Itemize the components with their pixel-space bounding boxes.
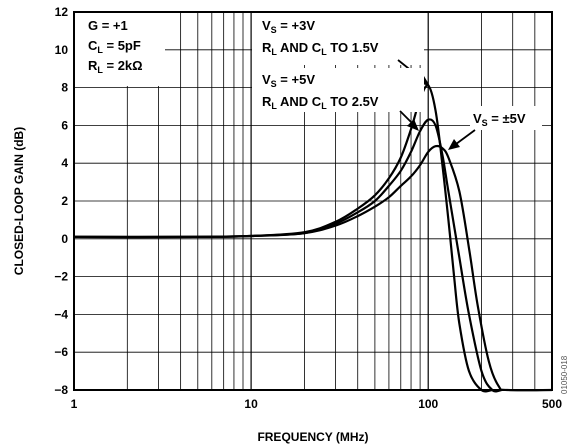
series-line-2	[73, 118, 502, 393]
x-axis-title: FREQUENCY (MHz)	[257, 430, 368, 444]
annotation-dual-supply: VS = ±5V	[473, 111, 526, 128]
y-tick-label: −4	[54, 307, 68, 321]
annotation-5v-arrowhead	[407, 119, 419, 131]
x-tick-label: 500	[542, 397, 562, 411]
condition-load-cap: CL = 5pF	[88, 38, 141, 55]
annotation-5v-bg	[252, 68, 424, 112]
figure-code: 01050-018	[560, 355, 569, 394]
x-tick-label: 1	[71, 397, 78, 411]
series-layer	[73, 84, 553, 393]
series-line-3	[73, 144, 553, 392]
condition-load-res: RL = 2kΩ	[88, 58, 143, 75]
conditions-box	[75, 13, 165, 86]
y-tick-label: 4	[61, 156, 68, 170]
plot-frame	[73, 11, 553, 391]
annotation-5v-supply: VS = +5V	[262, 72, 315, 89]
annotation-3v-load: RL AND CL TO 1.5V	[262, 40, 379, 57]
y-tick-label: −8	[54, 383, 68, 397]
y-axis-title: CLOSED-LOOP GAIN (dB)	[12, 127, 26, 275]
series-line-1	[73, 84, 493, 393]
y-tick-label: 8	[61, 81, 68, 95]
y-tick-label: 0	[61, 232, 68, 246]
y-tick-label: 2	[61, 194, 68, 208]
y-tick-label: 12	[55, 5, 69, 19]
condition-gain: G = +1	[88, 18, 128, 33]
label-layer: 12 10 8 6 4 2 0 −2 −4 −6 −81 10 100 500	[54, 5, 562, 411]
annotation-dual-bg	[470, 106, 542, 130]
annotation-dual-arrowhead	[448, 139, 460, 150]
y-tick-label: 6	[61, 118, 68, 132]
annotation-5v-load: RL AND CL TO 2.5V	[262, 94, 379, 111]
annotation-3v-supply: VS = +3V	[262, 18, 315, 35]
x-tick-label: 100	[418, 397, 438, 411]
y-tick-label: 10	[55, 43, 69, 57]
x-tick-label: 10	[244, 397, 258, 411]
y-tick-label: −2	[54, 270, 68, 284]
annotation-3v-bg	[252, 13, 424, 65]
y-tick-label: −6	[54, 345, 68, 359]
